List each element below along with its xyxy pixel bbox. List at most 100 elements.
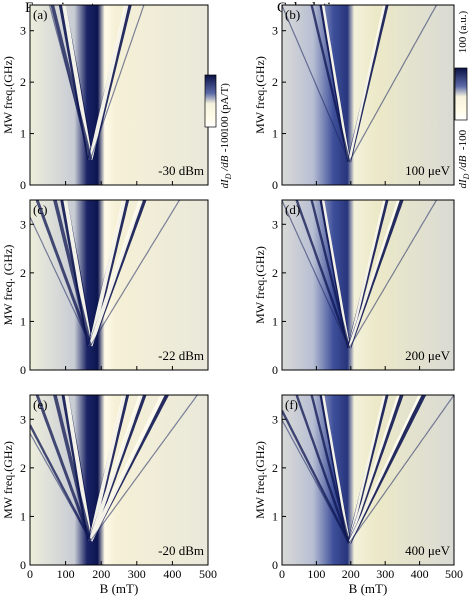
panel-c-label: (c) <box>33 202 47 217</box>
panel-f-xtick-label-300: 300 <box>376 567 394 581</box>
colorbar-calculation: 100 (a.u.) -100 dID /dB <box>454 10 471 188</box>
panel-e-frame <box>29 394 209 566</box>
panel-d-ylabel: MW freq.(GHz) <box>253 246 267 324</box>
panel-f-xtick-label-400: 400 <box>411 567 429 581</box>
panel-b-faint-left-0 <box>282 5 350 163</box>
panel-e-branch-1-light <box>88 395 127 542</box>
panel-c-ylabel: MW freq. (GHz) <box>1 245 15 326</box>
colorbar-experiment-bottom-label: -100 <box>219 131 231 152</box>
panel-f-xtick-label-0: 0 <box>279 567 285 581</box>
panel-b-ytick-label-2: 2 <box>272 75 278 89</box>
panel-b-label: (b) <box>285 7 300 22</box>
panel-e-xtick-label-0: 0 <box>27 567 33 581</box>
panel-d-faint-left-0 <box>282 200 350 349</box>
panel-c-ytick-label-2: 2 <box>20 266 26 280</box>
colorbar-experiment-quantity: dID /dB <box>219 155 233 188</box>
panel-c-branch-2-light <box>88 200 144 347</box>
panel-d-branch-0-light <box>321 200 351 349</box>
panel-d-faint-0 <box>348 200 438 349</box>
panel-e-faint-left-0 <box>30 433 92 542</box>
panel-f-ylabel: MW freq.(GHz) <box>253 441 267 519</box>
panel-f-branch-1-light <box>347 395 386 544</box>
panel-f-ytick-label-0: 0 <box>272 558 278 572</box>
colorbar-calculation-gradient <box>454 67 468 121</box>
panel-a-ytick-label-2: 2 <box>20 75 26 89</box>
panel-b-ytick-label-1: 1 <box>272 127 278 141</box>
panel-f: 0 1 2 3 0 100 200 300 400 500 (f) 400 μeV MW freq.(G… <box>253 394 463 596</box>
panel-d-branch-1-mirror <box>310 200 351 349</box>
panel-d-ytick-label-0: 0 <box>272 363 278 377</box>
panel-f-branch-3-mirror <box>282 409 351 544</box>
panel-d-label: (d) <box>285 202 300 217</box>
panel-a-ytick-label-1: 1 <box>20 127 26 141</box>
colorbar-calculation-top-label: 100 (a.u.) <box>457 10 469 53</box>
panel-f-branch-2-mirror <box>295 395 351 544</box>
panel-c-frame <box>29 199 209 371</box>
panel-a: 0 1 2 3 (a) -30 dBm MW freq.(GHz) <box>1 4 209 192</box>
panel-a-ylabel: MW freq.(GHz) <box>1 56 15 134</box>
panel-e: 0 1 2 3 0 100 200 300 400 500 (e) -20 dBm MW freq.(G… <box>1 394 217 596</box>
panel-d-ytick-label-2: 2 <box>272 266 278 280</box>
panel-c-branch-2-mirror <box>35 200 92 347</box>
panel-e-xtick-label-200: 200 <box>92 567 110 581</box>
panel-f-ytick-label-3: 3 <box>272 412 278 426</box>
panel-b: 0 1 2 3 (b) 100 μeV MW freq.(GHz) <box>253 4 455 192</box>
panel-f-label: (f) <box>285 397 298 412</box>
panel-e-xtick-label-500: 500 <box>199 567 217 581</box>
panel-a-branch-0-light <box>61 5 93 160</box>
panel-e-ytick-label-0: 0 <box>20 558 26 572</box>
panel-b-map <box>282 5 454 185</box>
panel-f-xtick-label-500: 500 <box>445 567 463 581</box>
panel-b-branch-1-light <box>347 5 386 163</box>
panel-a-faint-left-0 <box>48 5 92 160</box>
panel-e-branch-2-light <box>88 395 144 542</box>
panel-a-faint-0 <box>89 5 145 160</box>
panel-f-faint-left-0 <box>282 419 350 544</box>
panel-b-annotation: 100 μeV <box>405 163 450 178</box>
panel-d-branch-2-light <box>347 200 400 349</box>
panel-f-branch-2-light <box>347 395 400 544</box>
colorbar-calculation-bottom-label: -100 <box>457 129 469 150</box>
panel-f-map <box>282 395 454 565</box>
panel-a-ytick-label-3: 3 <box>20 24 26 38</box>
panel-a-ytick-label-0: 0 <box>20 178 26 192</box>
panel-f-branch-3-light <box>347 395 422 544</box>
panel-a-annotation: -30 dBm <box>158 163 204 178</box>
panel-e-xtick-label-300: 300 <box>128 567 146 581</box>
panel-e-label: (e) <box>33 397 47 412</box>
panel-f-xtick-label-100: 100 <box>307 567 325 581</box>
panel-e-branch-0-light <box>64 395 93 542</box>
panel-f-ytick-label-2: 2 <box>272 461 278 475</box>
panel-e-xtick-label-400: 400 <box>163 567 181 581</box>
panel-c-ytick-label-3: 3 <box>20 217 26 231</box>
panel-c-faint-0 <box>89 200 181 347</box>
panel-b-ylabel: MW freq.(GHz) <box>253 56 267 134</box>
panel-e-faint-0 <box>90 395 199 542</box>
colorbar-experiment: 100 (pA/T) -100 dID /dB <box>204 74 233 188</box>
panel-f-annotation: 400 μeV <box>405 543 450 558</box>
panel-d-ytick-label-1: 1 <box>272 314 278 328</box>
panel-b-frame <box>281 4 455 186</box>
panel-e-xlabel: B (mT) <box>100 581 139 596</box>
panel-d-branch-1-light <box>347 200 386 349</box>
panel-c-branch-1-mirror <box>53 200 93 347</box>
panel-e-ytick-label-1: 1 <box>20 509 26 523</box>
panel-f-faint-0 <box>348 395 454 544</box>
colorbar-calculation-quantity: dID /dB <box>457 155 471 188</box>
panel-e-ytick-label-3: 3 <box>20 412 26 426</box>
panel-c-branch-1-light <box>88 200 127 347</box>
colorbar-experiment-gradient <box>204 74 217 128</box>
panel-f-branch-1-mirror <box>310 395 351 544</box>
colorbar-experiment-top-label: 100 (pA/T) <box>219 83 231 133</box>
panel-e-branch-3-light <box>88 395 165 542</box>
panel-c-ytick-label-1: 1 <box>20 314 26 328</box>
panel-c-ytick-label-0: 0 <box>20 363 26 377</box>
panel-b-branch-0-light <box>321 5 351 163</box>
panel-a-label: (a) <box>33 7 47 22</box>
panel-f-branch-0-light <box>321 395 351 544</box>
panel-d-annotation: 200 μeV <box>405 348 450 363</box>
panel-e-xtick-label-100: 100 <box>57 567 75 581</box>
panel-b-ytick-label-0: 0 <box>272 178 278 192</box>
panel-e-branch-2-mirror <box>35 395 92 542</box>
